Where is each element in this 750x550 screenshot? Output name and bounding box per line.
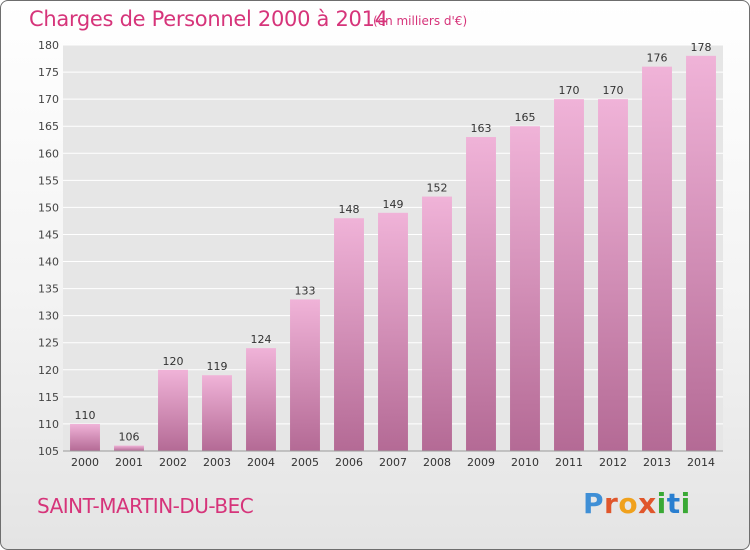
data-label: 119 xyxy=(207,360,228,373)
data-label: 133 xyxy=(295,284,316,297)
logo-letter: t xyxy=(666,487,681,520)
data-label: 120 xyxy=(163,355,184,368)
y-tick-label: 180 xyxy=(38,39,59,52)
data-label: 178 xyxy=(691,41,712,54)
logo-letter: i xyxy=(680,487,691,520)
y-tick-label: 110 xyxy=(38,418,59,431)
data-label: 176 xyxy=(647,52,668,65)
bar xyxy=(70,423,100,451)
x-tick-label: 2005 xyxy=(291,456,319,469)
logo-letter: r xyxy=(604,487,619,520)
data-label: 165 xyxy=(515,111,536,124)
data-label: 170 xyxy=(559,84,580,97)
bar xyxy=(466,137,496,451)
bar xyxy=(686,55,716,452)
chart-subtitle: (en milliers d'€) xyxy=(373,14,468,28)
data-label: 106 xyxy=(119,431,140,444)
y-tick-label: 160 xyxy=(38,147,59,160)
bar xyxy=(554,99,584,451)
y-tick-label: 120 xyxy=(38,364,59,377)
bar xyxy=(598,99,628,451)
x-tick-label: 2012 xyxy=(599,456,627,469)
bar xyxy=(158,369,188,451)
y-tick-label: 150 xyxy=(38,201,59,214)
x-tick-label: 2002 xyxy=(159,456,187,469)
data-label: 170 xyxy=(603,84,624,97)
data-label: 163 xyxy=(471,122,492,135)
bar xyxy=(510,126,540,451)
bar xyxy=(334,218,364,451)
y-tick-label: 165 xyxy=(38,120,59,133)
bar xyxy=(422,196,452,451)
x-tick-label: 2003 xyxy=(203,456,231,469)
x-tick-label: 2009 xyxy=(467,456,495,469)
x-tick-label: 2013 xyxy=(643,456,671,469)
y-tick-label: 130 xyxy=(38,310,59,323)
x-tick-label: 2008 xyxy=(423,456,451,469)
bar xyxy=(246,348,276,451)
bar xyxy=(114,445,144,451)
y-tick-label: 155 xyxy=(38,174,59,187)
data-label: 124 xyxy=(251,333,272,346)
x-tick-label: 2011 xyxy=(555,456,583,469)
y-tick-label: 105 xyxy=(38,445,59,458)
y-tick-label: 170 xyxy=(38,93,59,106)
logo-letter: P xyxy=(583,487,605,520)
commune-name: SAINT-MARTIN-DU-BEC xyxy=(37,494,254,518)
bar xyxy=(202,375,232,451)
y-tick-label: 175 xyxy=(38,66,59,79)
data-label: 152 xyxy=(427,182,448,195)
bar xyxy=(378,212,408,451)
bar xyxy=(290,299,320,451)
data-label: 149 xyxy=(383,198,404,211)
bar-chart: 105 110 115 120 125 130 135 140 145 150 155 160 165 1… xyxy=(38,39,723,469)
y-tick-label: 145 xyxy=(38,228,59,241)
y-tick-label: 125 xyxy=(38,337,59,350)
x-tick-label: 2001 xyxy=(115,456,143,469)
x-tick-label: 2010 xyxy=(511,456,539,469)
proxiti-logo: Proxiti xyxy=(583,487,691,520)
x-tick-label: 2006 xyxy=(335,456,363,469)
x-tick-label: 2000 xyxy=(71,456,99,469)
logo-letter: x xyxy=(638,487,657,520)
data-label: 148 xyxy=(339,203,360,216)
logo-letter: o xyxy=(618,487,639,520)
y-tick-label: 115 xyxy=(38,391,59,404)
y-tick-label: 140 xyxy=(38,256,59,269)
x-tick-label: 2007 xyxy=(379,456,407,469)
x-tick-label: 2004 xyxy=(247,456,275,469)
chart-title: Charges de Personnel 2000 à 2014 xyxy=(29,7,388,31)
x-tick-label: 2014 xyxy=(687,456,715,469)
bar xyxy=(642,66,672,452)
y-tick-label: 135 xyxy=(38,283,59,296)
data-label: 110 xyxy=(75,409,96,422)
logo-letter: i xyxy=(656,487,667,520)
